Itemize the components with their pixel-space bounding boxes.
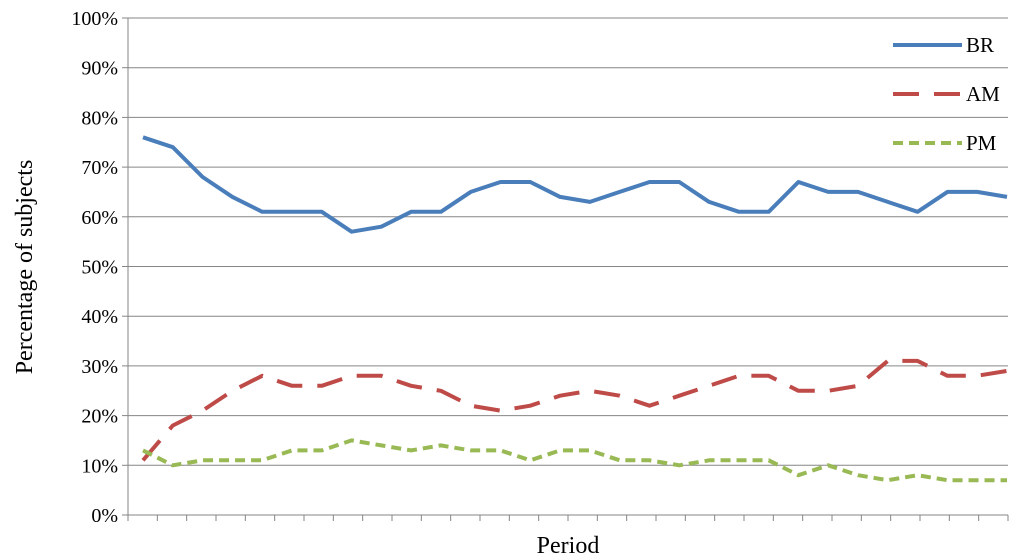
series-line-pm: [142, 438, 1007, 483]
y-axis-ticks: 0% 10% 20% 30% 40% 50% 60% 70% 80% 90% 100%: [71, 8, 118, 527]
legend: BR AM PM: [893, 33, 1000, 155]
y-axis-title: Percentage of subjects: [12, 160, 38, 375]
legend-label-br: BR: [966, 33, 994, 57]
series-lines: [141, 135, 1008, 483]
y-tick-label: 20%: [81, 406, 118, 428]
y-tick-label: 50%: [81, 257, 118, 279]
y-tick-label: 90%: [81, 58, 118, 80]
y-tick-label: 60%: [81, 207, 118, 229]
gridlines: [128, 17, 1008, 466]
legend-label-pm: PM: [966, 131, 997, 155]
y-tick-label: 30%: [81, 356, 118, 378]
y-tick-label: 40%: [81, 306, 118, 328]
series-line-am: [141, 358, 1008, 462]
y-tick-label: 100%: [71, 8, 118, 30]
y-tick-label: 0%: [91, 505, 118, 527]
y-tick-label: 70%: [81, 157, 118, 179]
legend-label-am: AM: [966, 82, 1000, 106]
x-axis-title: Period: [537, 533, 600, 559]
y-tick-label: 80%: [81, 107, 118, 129]
series-line-br: [142, 135, 1008, 234]
y-tick-label: 10%: [81, 455, 118, 477]
axes: [122, 17, 1009, 521]
